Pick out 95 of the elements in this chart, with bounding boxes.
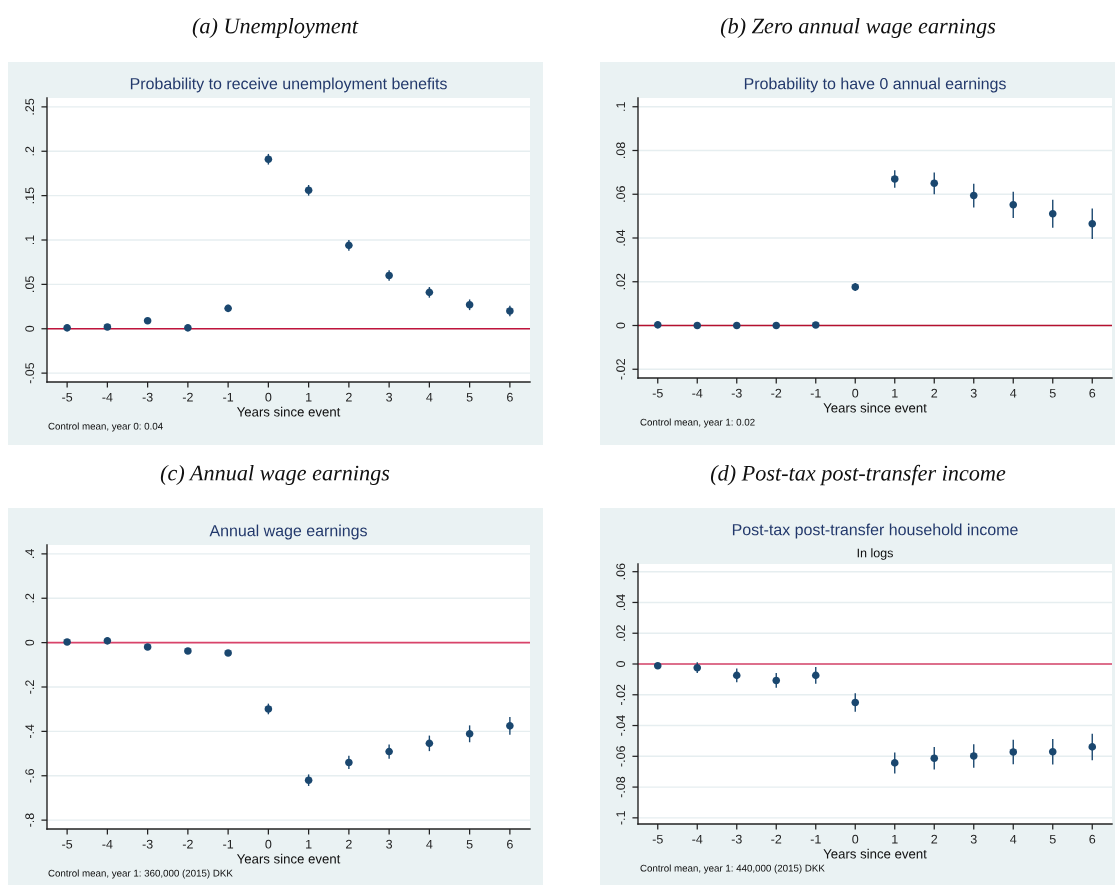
x-tick-label: 5 xyxy=(466,392,473,402)
chart-title: Annual wage earnings xyxy=(209,524,367,540)
text: Control mean, year 1: 360,000 (2015) DKK xyxy=(48,869,233,879)
x-tick-label: 5 xyxy=(1049,388,1056,398)
x-tick-label: -3 xyxy=(731,834,742,844)
y-tick-label: -.6 xyxy=(25,769,35,783)
y-tick-label: .1 xyxy=(25,235,34,245)
y-tick-label: .04 xyxy=(616,594,626,611)
y-tick-label: .1 xyxy=(616,102,625,111)
x-tick-label: 1 xyxy=(892,388,898,398)
x-tick-label: 0 xyxy=(852,388,859,398)
y-tick-label: -.8 xyxy=(25,813,35,827)
x-axis-title: Years since event xyxy=(823,848,927,859)
y-tick-label: .02 xyxy=(616,625,626,641)
y-tick-label: .4 xyxy=(25,549,34,558)
x-tick-label: -3 xyxy=(731,388,742,398)
x-tick-label: -4 xyxy=(692,834,703,844)
text: Control mean, year 1: 440,000 (2015) DKK xyxy=(640,864,825,874)
text: Control mean, year 0: 0.04 xyxy=(48,422,163,432)
y-tick-label: .06 xyxy=(616,186,626,202)
x-tick-label: 6 xyxy=(1089,388,1096,398)
x-tick-label: 2 xyxy=(346,839,352,849)
x-tick-label: -3 xyxy=(142,392,153,402)
x-tick-label: 5 xyxy=(466,839,473,849)
y-tick-label: 0 xyxy=(25,639,35,646)
x-tick-label: 6 xyxy=(1089,834,1096,844)
chart-subtitle: In logs xyxy=(857,548,893,560)
y-tick-label: -.02 xyxy=(616,684,626,705)
x-tick-label: 2 xyxy=(931,834,938,844)
x-tick-label: 6 xyxy=(507,839,513,849)
x-tick-label: -4 xyxy=(102,392,113,402)
text: (b) Zero annual wage earnings xyxy=(720,17,996,39)
x-axis-title: Years since event xyxy=(823,402,927,413)
y-tick-label: -.05 xyxy=(25,362,35,384)
x-tick-label: 6 xyxy=(507,392,513,402)
x-tick-label: -5 xyxy=(652,388,663,398)
y-tick-label: 0 xyxy=(616,661,626,667)
y-tick-label: -.08 xyxy=(616,776,626,798)
y-tick-label: -.1 xyxy=(616,811,625,825)
y-tick-label: .06 xyxy=(616,563,626,580)
x-tick-label: 1 xyxy=(306,839,312,849)
x-tick-label: -5 xyxy=(652,834,663,844)
y-tick-label: 0 xyxy=(616,322,626,329)
x-tick-label: -5 xyxy=(62,392,73,402)
y-tick-label: .04 xyxy=(616,229,626,246)
y-tick-label: -.04 xyxy=(616,715,626,736)
x-tick-label: 4 xyxy=(1010,388,1017,398)
x-tick-label: 1 xyxy=(892,834,898,844)
x-tick-label: 5 xyxy=(1049,834,1056,844)
chart-title: Post-tax post-transfer household income xyxy=(732,523,1018,539)
x-tick-label: 4 xyxy=(426,392,433,402)
y-tick-label: .15 xyxy=(25,187,35,204)
y-tick-label: -.02 xyxy=(616,359,626,380)
x-tick-label: -2 xyxy=(771,834,782,844)
chart-title: Probability to receive unemployment benefits xyxy=(130,77,447,93)
x-tick-label: 3 xyxy=(970,834,977,844)
x-tick-label: -2 xyxy=(771,388,782,398)
y-tick-label: .02 xyxy=(616,273,626,290)
x-tick-label: 3 xyxy=(386,392,393,402)
y-tick-label: .08 xyxy=(616,142,626,159)
x-tick-label: -4 xyxy=(102,839,113,849)
x-tick-label: -1 xyxy=(223,392,234,402)
x-tick-label: 3 xyxy=(386,839,393,849)
x-tick-label: -1 xyxy=(810,834,821,844)
text: Control mean, year 1: 0.02 xyxy=(640,418,755,428)
x-tick-label: -4 xyxy=(692,388,703,398)
x-tick-label: 2 xyxy=(346,392,352,402)
text: (d) Post-tax post-transfer income xyxy=(710,464,1006,486)
x-tick-label: 4 xyxy=(426,839,433,849)
x-tick-label: -1 xyxy=(223,839,234,849)
y-tick-label: -.06 xyxy=(616,746,626,767)
x-tick-label: -2 xyxy=(182,839,193,849)
y-tick-label: 0 xyxy=(25,325,35,332)
x-axis-title: Years since event xyxy=(236,853,341,864)
x-tick-label: 3 xyxy=(970,388,977,398)
x-tick-label: -1 xyxy=(810,388,821,398)
x-tick-label: 0 xyxy=(265,839,272,849)
x-tick-label: -5 xyxy=(62,839,73,849)
x-tick-label: 2 xyxy=(931,388,938,398)
y-tick-label: -.2 xyxy=(25,680,34,694)
x-tick-label: -3 xyxy=(142,839,153,849)
x-tick-label: 4 xyxy=(1010,834,1017,844)
text: (c) Annual wage earnings xyxy=(160,464,390,486)
x-axis-title: Years since event xyxy=(236,406,341,417)
y-tick-label: .2 xyxy=(25,146,34,156)
x-tick-label: 1 xyxy=(306,392,312,402)
y-tick-label: -.4 xyxy=(25,724,34,739)
y-tick-label: .05 xyxy=(25,276,35,292)
y-tick-label: .25 xyxy=(25,98,35,115)
x-tick-label: -2 xyxy=(182,392,193,402)
x-tick-label: 0 xyxy=(265,392,272,402)
y-tick-label: .2 xyxy=(25,593,34,603)
chart-title: Probability to have 0 annual earnings xyxy=(744,77,1006,93)
text: (a) Unemployment xyxy=(192,17,359,39)
x-tick-label: 0 xyxy=(852,834,859,844)
